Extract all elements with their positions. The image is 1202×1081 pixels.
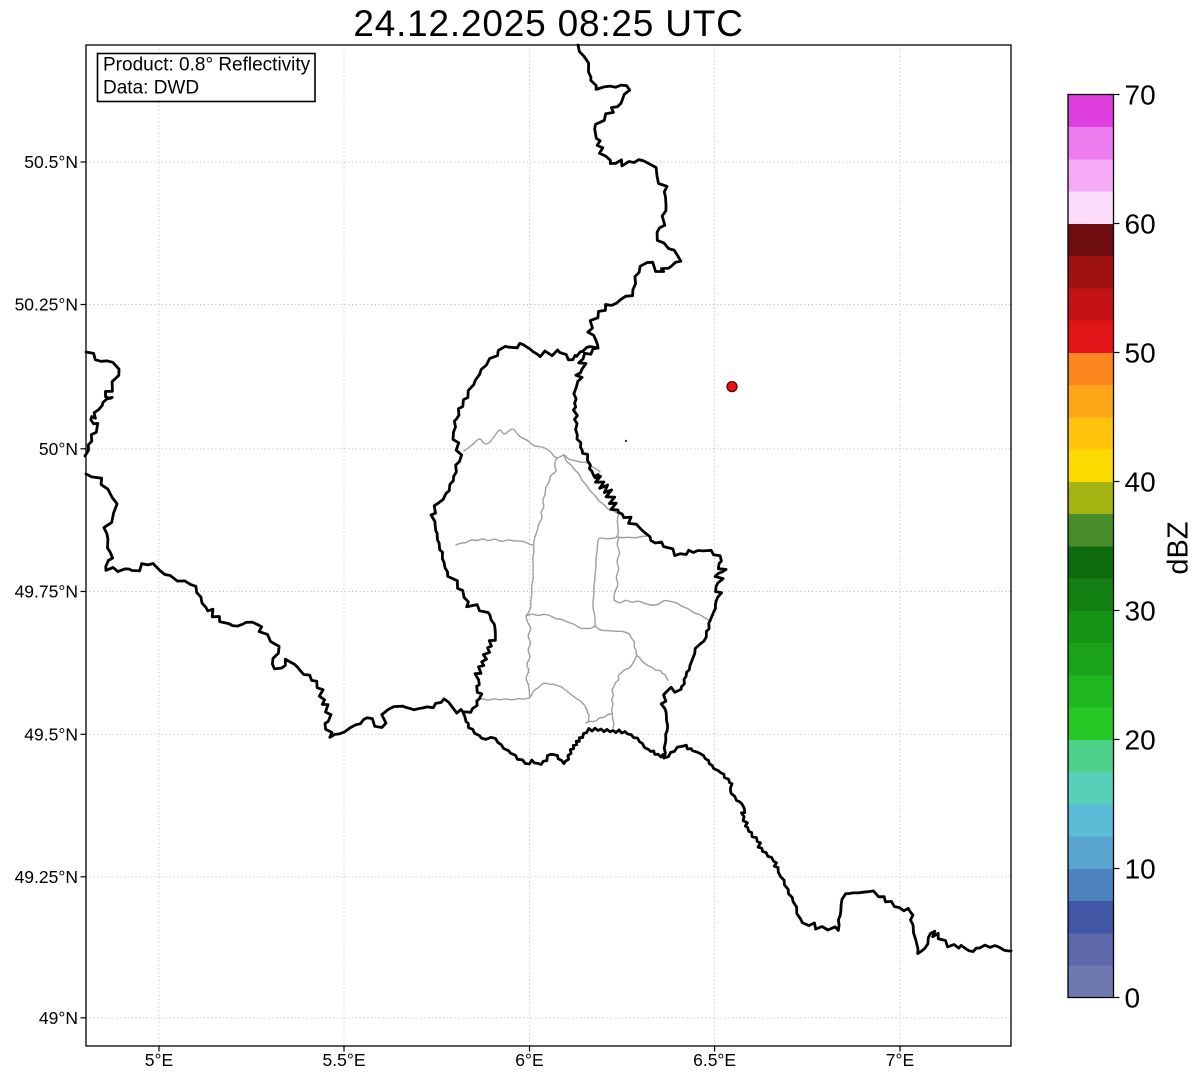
svg-text:60: 60 (1125, 209, 1156, 240)
svg-text:24.12.2025 08:25 UTC: 24.12.2025 08:25 UTC (353, 3, 743, 44)
svg-text:6.5°E: 6.5°E (693, 1050, 736, 1070)
svg-text:0: 0 (1125, 983, 1141, 1014)
svg-text:49.5°N: 49.5°N (24, 725, 78, 745)
svg-text:dBZ: dBZ (1163, 521, 1195, 574)
svg-text:6°E: 6°E (515, 1050, 543, 1070)
svg-text:40: 40 (1125, 467, 1156, 498)
svg-text:49.25°N: 49.25°N (15, 867, 78, 887)
svg-text:50°N: 50°N (39, 439, 78, 459)
svg-text:50.25°N: 50.25°N (15, 295, 78, 315)
svg-text:Product: 0.8° Reflectivity: Product: 0.8° Reflectivity (103, 55, 311, 76)
svg-text:30: 30 (1125, 596, 1156, 627)
svg-text:20: 20 (1125, 725, 1156, 756)
svg-text:Data: DWD: Data: DWD (103, 78, 199, 99)
svg-text:5°E: 5°E (145, 1050, 173, 1070)
svg-text:50.5°N: 50.5°N (24, 152, 78, 172)
svg-text:49.75°N: 49.75°N (15, 582, 78, 602)
svg-text:50: 50 (1125, 338, 1156, 369)
svg-text:49°N: 49°N (39, 1008, 78, 1028)
svg-text:5.5°E: 5.5°E (323, 1050, 366, 1070)
svg-text:70: 70 (1125, 80, 1156, 111)
svg-text:7°E: 7°E (886, 1050, 914, 1070)
svg-text:10: 10 (1125, 854, 1156, 885)
